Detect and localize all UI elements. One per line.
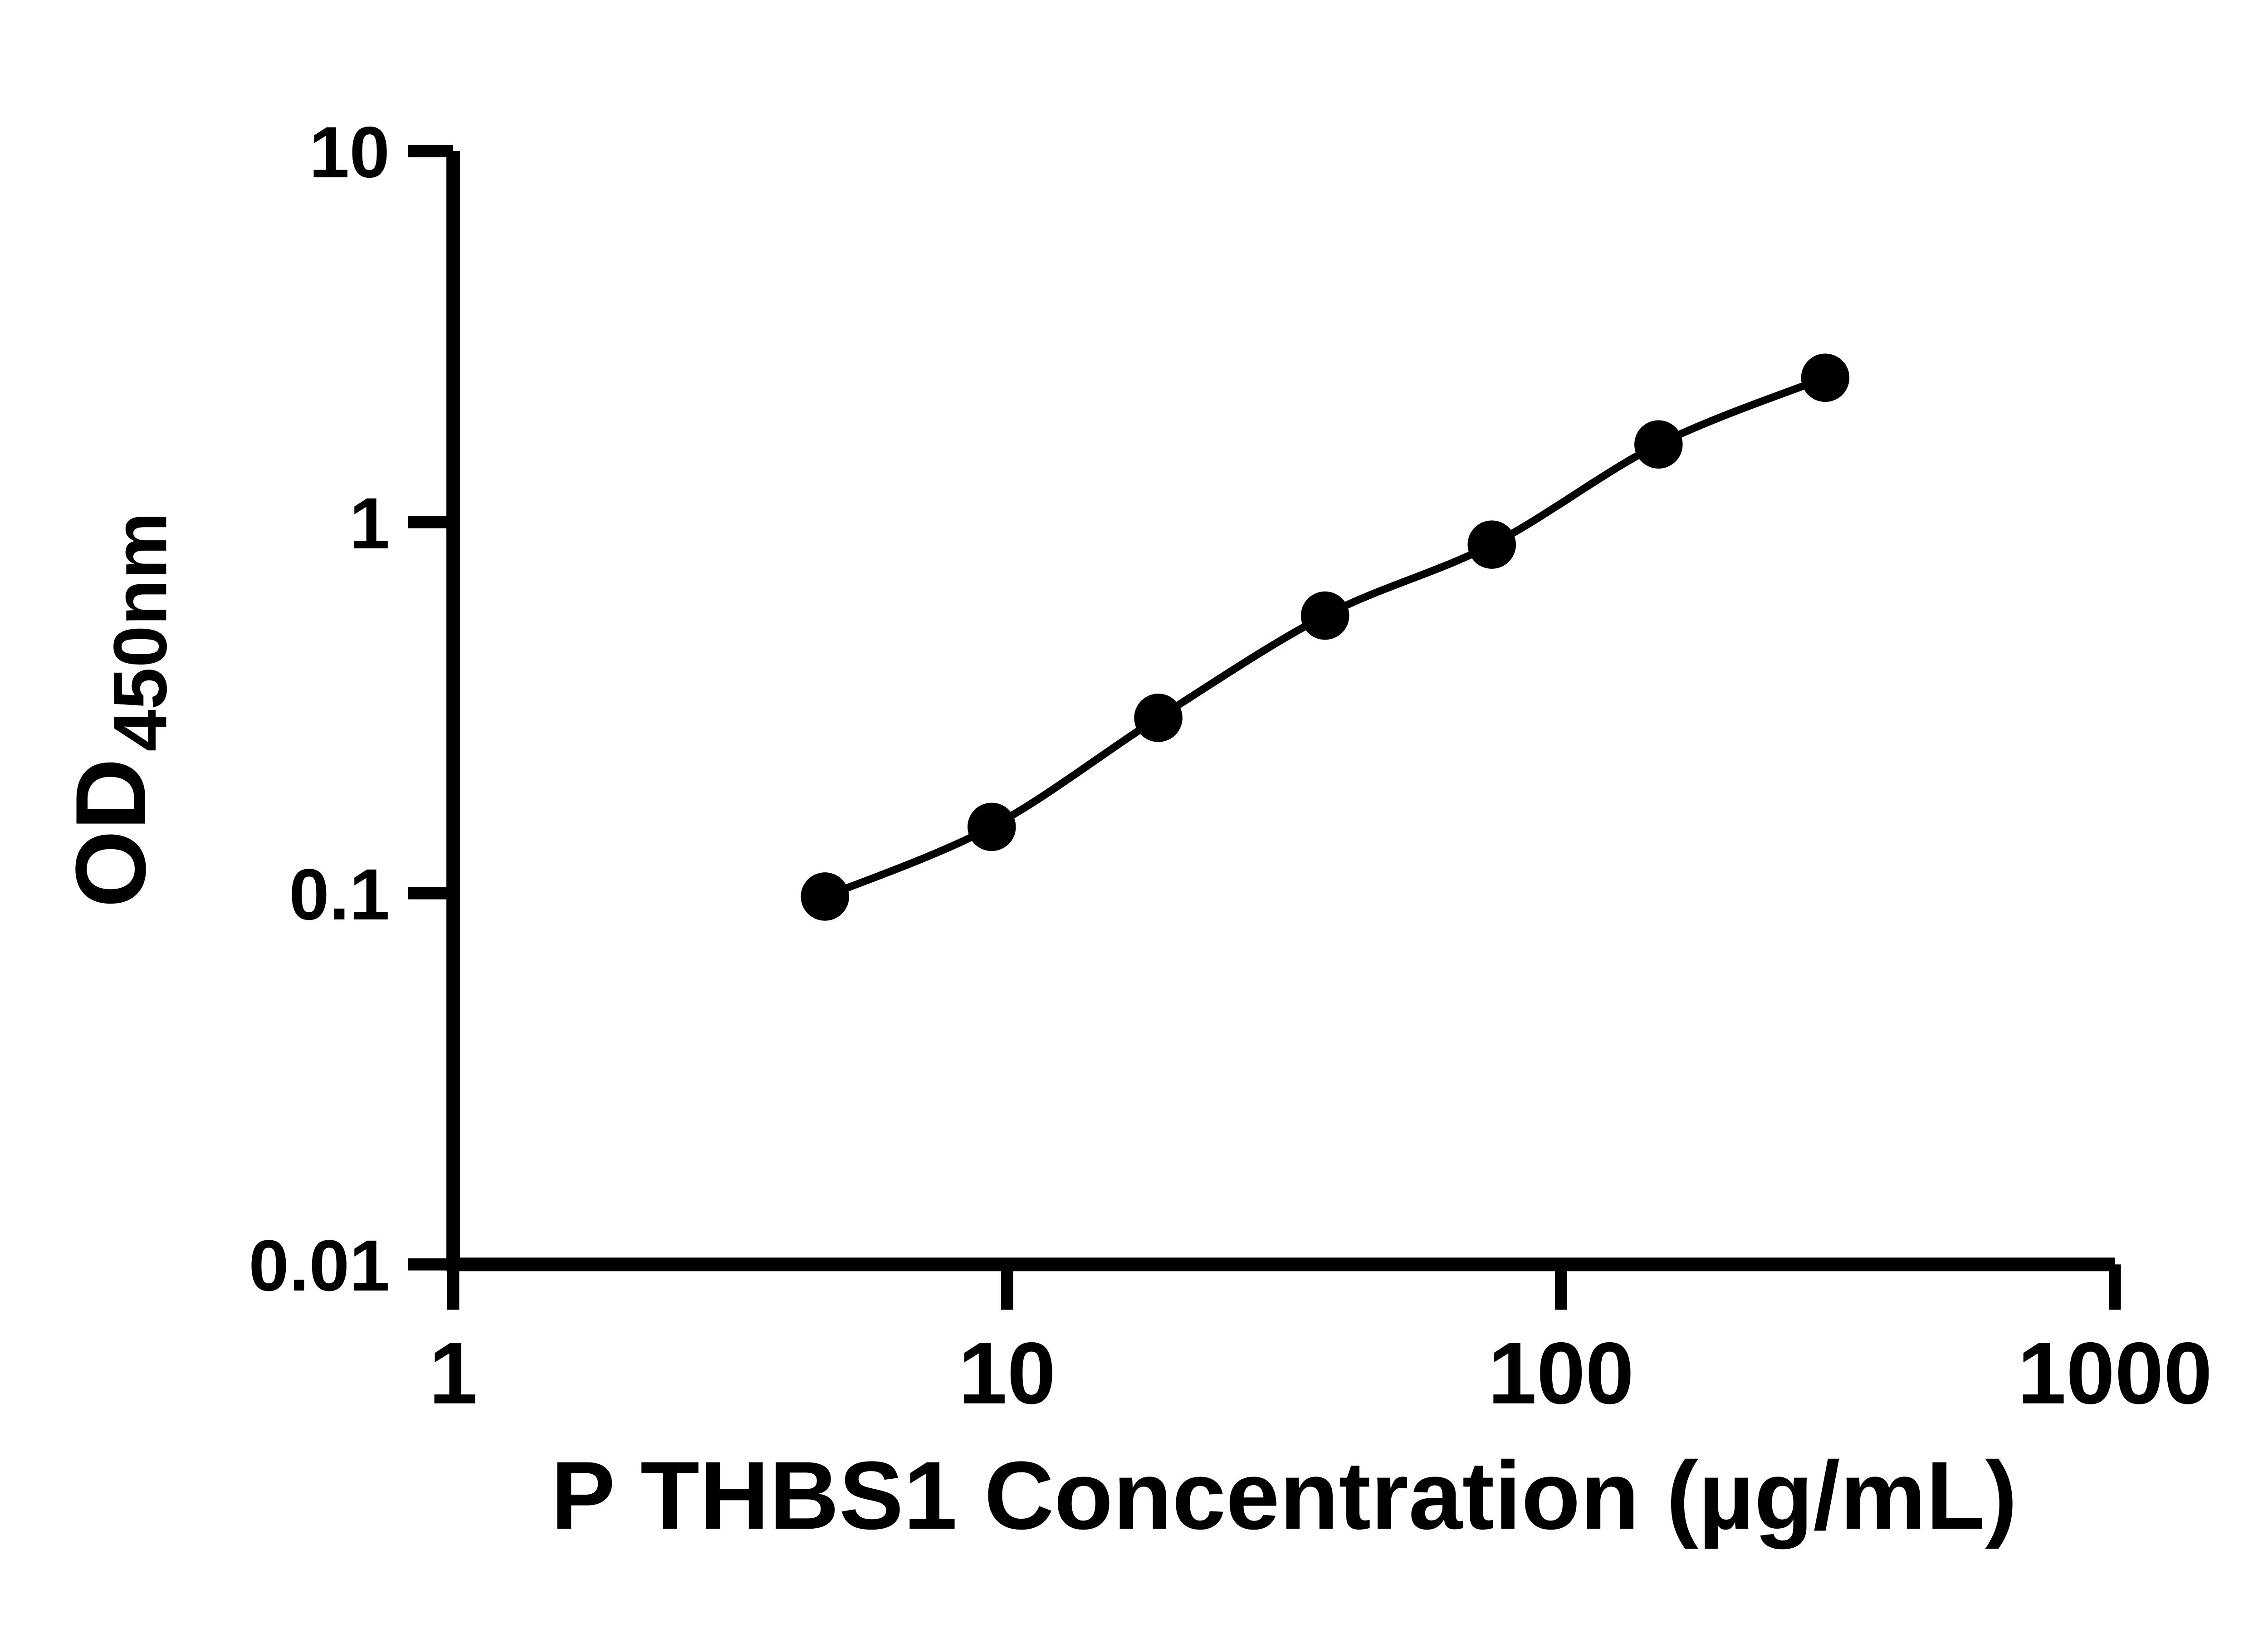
data-point-marker bbox=[801, 872, 849, 921]
x-axis-tick-label: 1 bbox=[429, 1324, 477, 1422]
y-axis-tick-label: 0.01 bbox=[249, 1225, 390, 1306]
data-point-marker bbox=[1134, 694, 1183, 742]
data-point-marker bbox=[967, 802, 1016, 851]
x-axis-tick-label: 100 bbox=[1488, 1324, 1634, 1422]
data-point-marker bbox=[1300, 591, 1349, 640]
x-axis-tick-label: 10 bbox=[958, 1324, 1056, 1422]
plot-area: 0.01 0.1 1 10 1 10 100 1000 bbox=[249, 112, 2212, 1422]
y-axis-tick-label: 0.1 bbox=[289, 854, 390, 935]
data-point-marker bbox=[1467, 520, 1516, 569]
axis-spines bbox=[446, 151, 2115, 1271]
y-axis-title-subscript: 450nm bbox=[98, 512, 182, 752]
y-axis-title: OD 450nm bbox=[55, 512, 183, 908]
y-axis-title-main: OD bbox=[55, 758, 166, 908]
y-axis-tick-label: 1 bbox=[349, 483, 390, 564]
data-point-marker bbox=[1634, 420, 1683, 469]
data-point-marker bbox=[1801, 353, 1850, 402]
x-axis-title: P THBS1 Concentration (µg/mL) bbox=[551, 1442, 2017, 1550]
y-axis-tick-label: 10 bbox=[309, 112, 390, 193]
x-axis-tick-label: 1000 bbox=[2018, 1324, 2213, 1422]
